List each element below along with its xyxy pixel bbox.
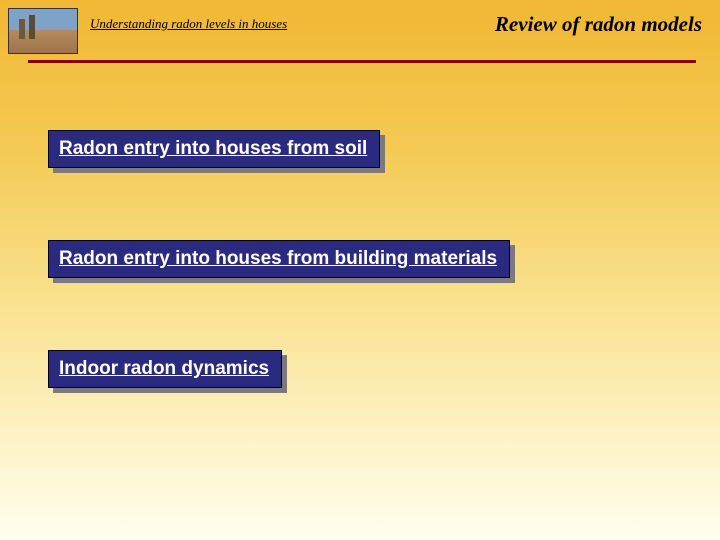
topic-text: Radon entry into houses from building ma… [59,248,497,269]
topic-text: Indoor radon dynamics [59,358,269,379]
topic-box: Indoor radon dynamics [48,350,282,388]
box-fill: Radon entry into houses from soil [48,130,380,168]
header: Understanding radon levels in houses Rev… [0,0,720,54]
header-subtitle: Understanding radon levels in houses [90,16,287,32]
box-fill: Indoor radon dynamics [48,350,282,388]
header-thumbnail [8,8,78,54]
topic-text: Radon entry into houses from soil [59,138,367,159]
header-divider [28,60,696,63]
content-area: Radon entry into houses from soil Radon … [48,130,680,460]
box-fill: Radon entry into houses from building ma… [48,240,510,278]
slide: Understanding radon levels in houses Rev… [0,0,720,540]
topic-box: Radon entry into houses from building ma… [48,240,510,278]
topic-box: Radon entry into houses from soil [48,130,380,168]
slide-title: Review of radon models [495,12,702,37]
